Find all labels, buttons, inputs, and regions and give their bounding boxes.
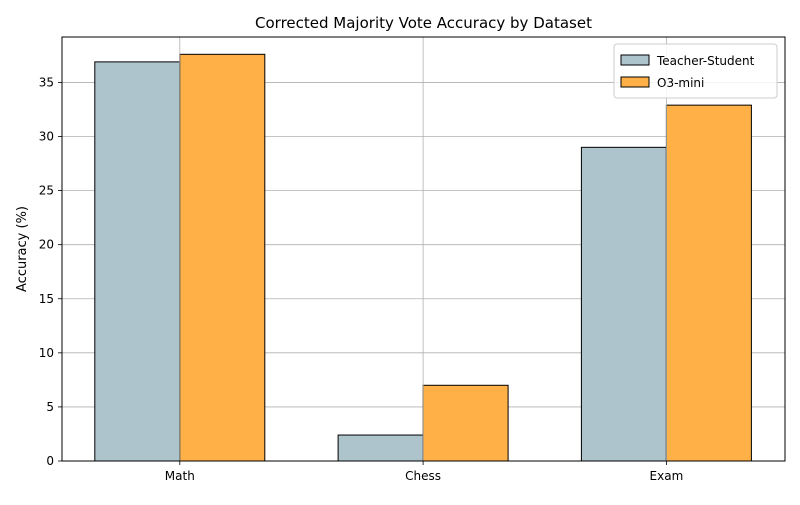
y-tick-label: 35: [39, 75, 54, 89]
y-tick-label: 15: [39, 292, 54, 306]
bar-teacher-student-math: [94, 61, 181, 462]
legend-swatch: [620, 54, 650, 66]
bar-teacher-student-exam: [580, 146, 667, 462]
axes: 0 5 10 15 20 25 30 35 Math Chess Exam: [39, 75, 684, 483]
legend-swatch: [620, 76, 650, 88]
x-tick-label: Exam: [650, 469, 684, 483]
y-tick-label: 30: [39, 130, 54, 144]
y-tick-label: 10: [39, 346, 54, 360]
y-tick-label: 5: [46, 400, 54, 414]
y-tick-label: 20: [39, 238, 54, 252]
legend-label: O3-mini: [657, 76, 704, 90]
legend-box: [613, 43, 778, 99]
x-tick-label: Chess: [405, 469, 441, 483]
y-tick-label: 25: [39, 184, 54, 198]
x-tick-label: Math: [165, 469, 195, 483]
y-axis-label: Accuracy (%): [15, 206, 30, 292]
bar-o3-mini-exam: [665, 104, 752, 462]
y-tick-label: 0: [46, 454, 54, 468]
bar-o3-mini-math: [179, 53, 266, 462]
legend: Teacher-Student O3-mini: [613, 43, 778, 99]
bar-o3-mini-chess: [422, 384, 509, 462]
chart-title: Corrected Majority Vote Accuracy by Data…: [255, 14, 592, 32]
legend-label: Teacher-Student: [656, 54, 755, 68]
bar-teacher-student-chess: [337, 434, 424, 462]
bars: [94, 37, 752, 462]
